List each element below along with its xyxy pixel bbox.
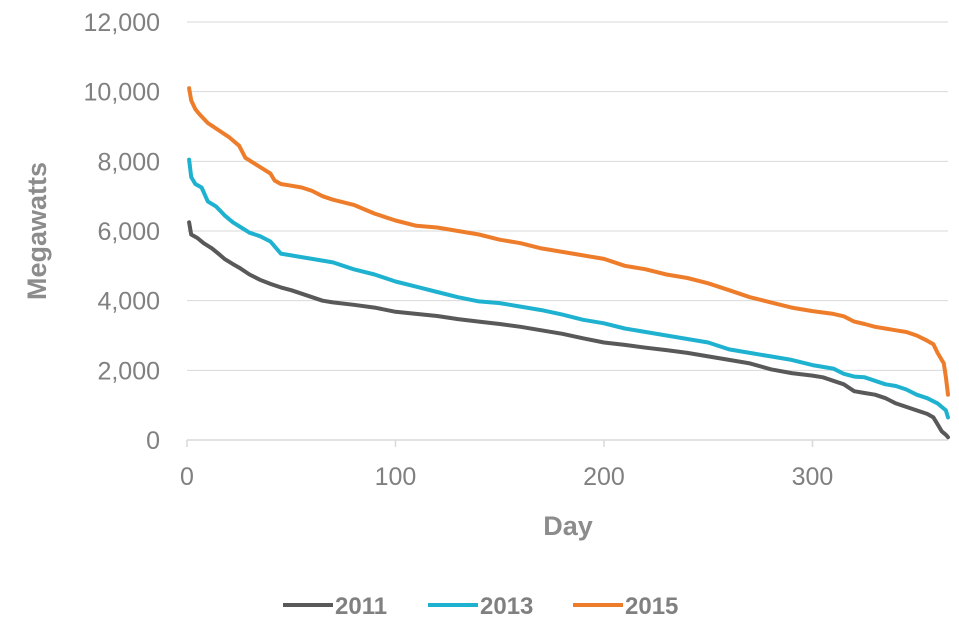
x-tick-label: 200 [583,463,625,491]
y-tick-label: 4,000 [97,288,160,316]
y-tick-label: 10,000 [84,79,160,107]
tick-labels: 0 2,000 4,000 6,000 8,000 10,000 12,000 0 100 200… [84,9,834,491]
legend-item-2013: 2013 [428,593,533,620]
y-tick-label: 6,000 [97,218,160,246]
legend-label: 2015 [625,593,678,620]
x-axis-title: Day [543,511,593,541]
y-tick-label: 0 [146,427,160,455]
x-tick-label: 300 [792,463,834,491]
series-line-2013 [187,157,950,420]
series-lines [187,86,950,440]
x-tick-label: 100 [375,463,417,491]
axes [186,439,948,447]
legend-item-2011: 2011 [283,593,387,620]
x-tick-label: 0 [180,463,194,491]
y-tick-label: 2,000 [97,357,160,385]
series-line-2015 [187,86,950,397]
y-axis-title: Megawatts [22,162,52,300]
legend-item-2015: 2015 [573,593,678,620]
series-line-2011 [187,220,950,440]
legend: 2011 2013 2015 [283,593,678,620]
legend-label: 2011 [335,593,387,620]
gridlines [187,21,948,371]
y-tick-label: 12,000 [84,9,160,37]
legend-label: 2013 [480,593,533,620]
y-tick-label: 8,000 [97,148,160,176]
